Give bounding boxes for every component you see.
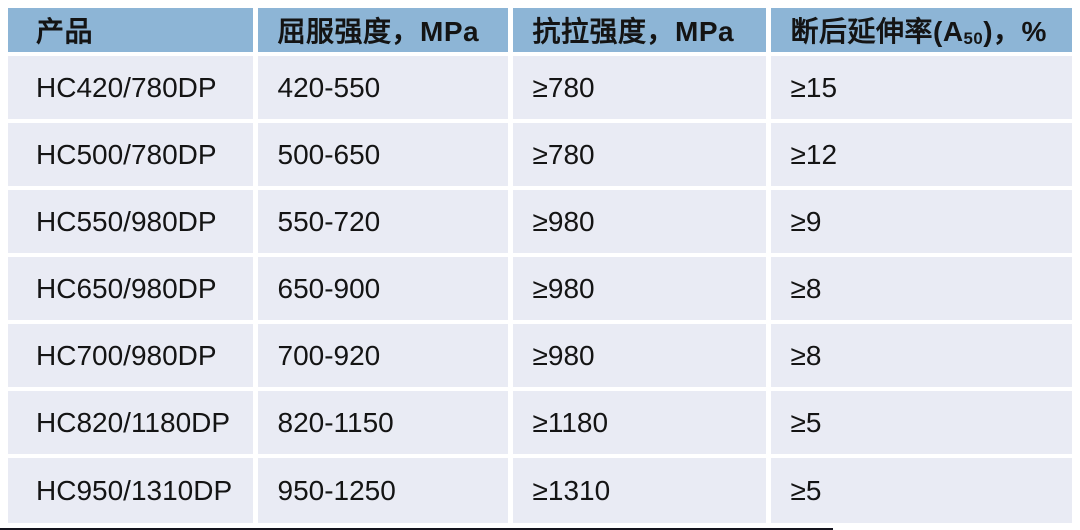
cell-elongation: ≥9 [768, 188, 1072, 257]
spec-table-header: 产品 屈服强度，MPa 抗拉强度，MPa 断后延伸率(A50)，% [8, 8, 1072, 56]
cell-product: HC500/780DP [8, 121, 258, 190]
cell-tensile-strength: ≥1310 [510, 456, 771, 523]
column-header-product-label: 产品 [36, 16, 94, 47]
cell-tensile-strength: ≥780 [510, 54, 771, 123]
cell-yield-strength: 820-1150 [255, 389, 513, 458]
spec-table-body: HC420/780DP 420-550 ≥780 ≥15 HC500/780DP 500-… [8, 54, 1072, 523]
cell-product: HC820/1180DP [8, 389, 258, 458]
column-header-elongation-subscript: 50 [963, 29, 984, 49]
cell-tensile-strength: ≥980 [510, 188, 771, 257]
table-row: HC550/980DP 550-720 ≥980 ≥9 [8, 188, 1072, 257]
column-header-yield-strength-label: 屈服强度，MPa [277, 16, 480, 47]
cell-tensile-strength: ≥1180 [510, 389, 771, 458]
column-header-elongation: 断后延伸率(A50)，% [768, 8, 1072, 56]
column-header-tensile-strength-label: 抗拉强度，MPa [532, 16, 735, 47]
table-row: HC650/980DP 650-900 ≥980 ≥8 [8, 255, 1072, 324]
table-row: HC700/980DP 700-920 ≥980 ≥8 [8, 322, 1072, 391]
cell-elongation: ≥8 [768, 255, 1072, 324]
cell-tensile-strength: ≥980 [510, 322, 771, 391]
cell-yield-strength: 700-920 [255, 322, 513, 391]
cell-product: HC550/980DP [8, 188, 258, 257]
cell-yield-strength: 420-550 [255, 54, 513, 123]
cell-elongation: ≥5 [768, 456, 1072, 523]
table-row: HC500/780DP 500-650 ≥780 ≥12 [8, 121, 1072, 190]
column-header-yield-strength: 屈服强度，MPa [255, 8, 513, 56]
cell-yield-strength: 550-720 [255, 188, 513, 257]
cell-elongation: ≥12 [768, 121, 1072, 190]
cell-yield-strength: 500-650 [255, 121, 513, 190]
column-header-product: 产品 [8, 8, 258, 56]
cell-product: HC420/780DP [8, 54, 258, 123]
column-header-elongation-suffix: )，% [983, 16, 1047, 47]
cell-product: HC650/980DP [8, 255, 258, 324]
bottom-edge-line [0, 528, 833, 530]
table-canvas: 产品 屈服强度，MPa 抗拉强度，MPa 断后延伸率(A50)，% HC420/… [8, 8, 1072, 523]
cell-product: HC950/1310DP [8, 456, 258, 523]
cell-yield-strength: 950-1250 [255, 456, 513, 523]
column-header-tensile-strength: 抗拉强度，MPa [510, 8, 771, 56]
cell-product: HC700/980DP [8, 322, 258, 391]
cell-elongation: ≥8 [768, 322, 1072, 391]
spec-table: 产品 屈服强度，MPa 抗拉强度，MPa 断后延伸率(A50)，% HC420/… [8, 8, 1072, 523]
table-row: HC950/1310DP 950-1250 ≥1310 ≥5 [8, 456, 1072, 523]
table-row: HC820/1180DP 820-1150 ≥1180 ≥5 [8, 389, 1072, 458]
cell-elongation: ≥5 [768, 389, 1072, 458]
table-row: HC420/780DP 420-550 ≥780 ≥15 [8, 54, 1072, 123]
cell-elongation: ≥15 [768, 54, 1072, 123]
column-header-elongation-prefix: 断后延伸率(A [790, 16, 964, 47]
cell-tensile-strength: ≥980 [510, 255, 771, 324]
cell-yield-strength: 650-900 [255, 255, 513, 324]
header-row: 产品 屈服强度，MPa 抗拉强度，MPa 断后延伸率(A50)，% [8, 8, 1072, 56]
cell-tensile-strength: ≥780 [510, 121, 771, 190]
